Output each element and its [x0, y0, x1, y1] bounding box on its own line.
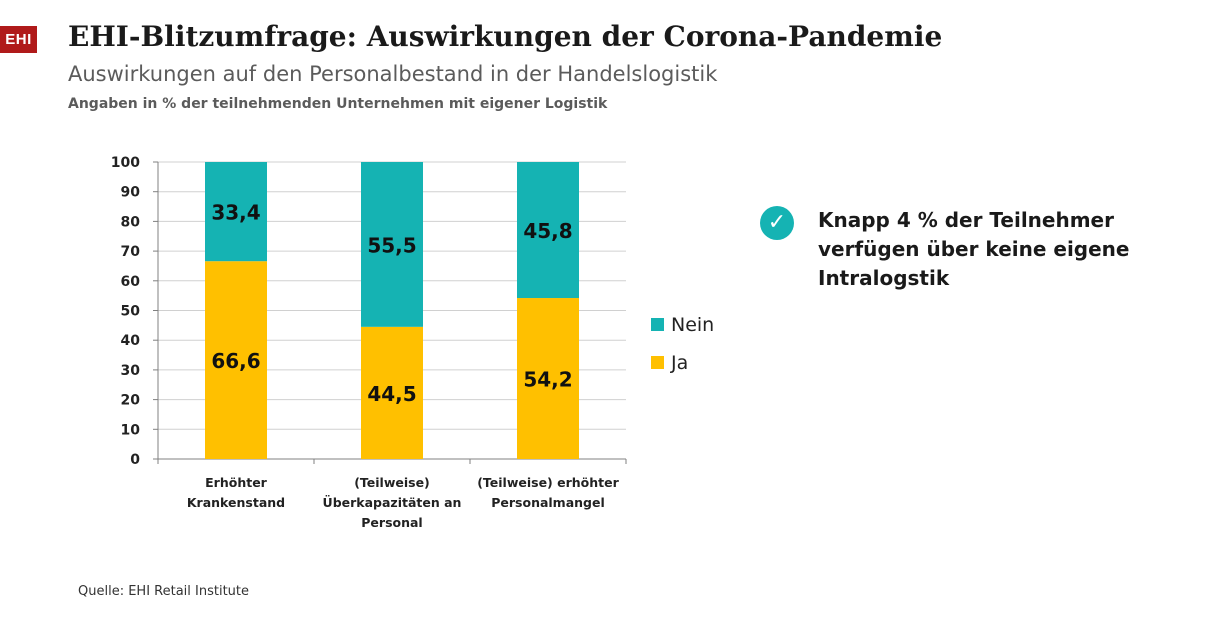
x-category-label-line: Personal — [361, 515, 422, 530]
y-tick-label: 10 — [121, 422, 141, 438]
bar-nein — [361, 162, 423, 327]
x-category-label-line: Personalmangel — [491, 495, 605, 510]
callout-text: Knapp 4 % der Teilnehmer verfügen über k… — [818, 208, 1130, 290]
source-note: Quelle: EHI Retail Institute — [78, 584, 250, 599]
x-category-label-line: Überkapazitäten an — [323, 495, 462, 510]
x-category-label-line: (Teilweise) erhöhter — [477, 475, 619, 490]
y-tick-label: 30 — [121, 363, 141, 379]
data-label: 45,8 — [523, 219, 572, 243]
y-tick-label: 90 — [121, 185, 141, 201]
legend-label-nein: Nein — [671, 314, 714, 336]
data-label: 55,5 — [367, 233, 416, 257]
x-category-label-line: Krankenstand — [187, 495, 285, 510]
legend-label-ja: Ja — [670, 352, 688, 374]
unit-note: Angaben in % der teilnehmenden Unternehm… — [68, 96, 608, 112]
ehi-logo: EHI — [0, 26, 37, 53]
bar-nein — [205, 162, 267, 262]
y-tick-label: 40 — [121, 333, 141, 349]
y-tick-label: 60 — [121, 274, 141, 290]
x-category-label-line: Erhöhter — [205, 475, 268, 490]
page-title: EHI-Blitzumfrage: Auswirkungen der Coron… — [68, 20, 943, 53]
y-tick-label: 20 — [121, 393, 141, 409]
legend-swatch-ja — [651, 356, 664, 369]
legend-swatch-nein — [651, 318, 664, 331]
bar-ja — [205, 261, 267, 459]
bar-nein — [517, 162, 579, 299]
page-subtitle: Auswirkungen auf den Personalbestand in … — [68, 62, 718, 86]
data-label: 44,5 — [367, 382, 416, 406]
x-category-label: (Teilweise) erhöhter Personalmangel — [477, 475, 619, 510]
y-tick-label: 50 — [121, 304, 141, 320]
data-label: 54,2 — [523, 368, 572, 392]
y-tick-label: 70 — [121, 244, 141, 260]
y-tick-label: 80 — [121, 214, 141, 230]
x-category-label-line: (Teilweise) — [354, 475, 430, 490]
data-label: 33,4 — [211, 201, 260, 225]
y-tick-label: 100 — [111, 155, 140, 171]
y-tick-label: 0 — [130, 452, 140, 468]
data-label: 66,6 — [211, 349, 260, 373]
x-category-label: Erhöhter Krankenstand — [187, 475, 285, 510]
checkmark-icon: ✓ — [760, 206, 794, 240]
bar-ja — [517, 298, 579, 459]
bar-ja — [361, 326, 423, 459]
x-category-label: (Teilweise) Überkapazitäten an Personal — [323, 475, 462, 530]
